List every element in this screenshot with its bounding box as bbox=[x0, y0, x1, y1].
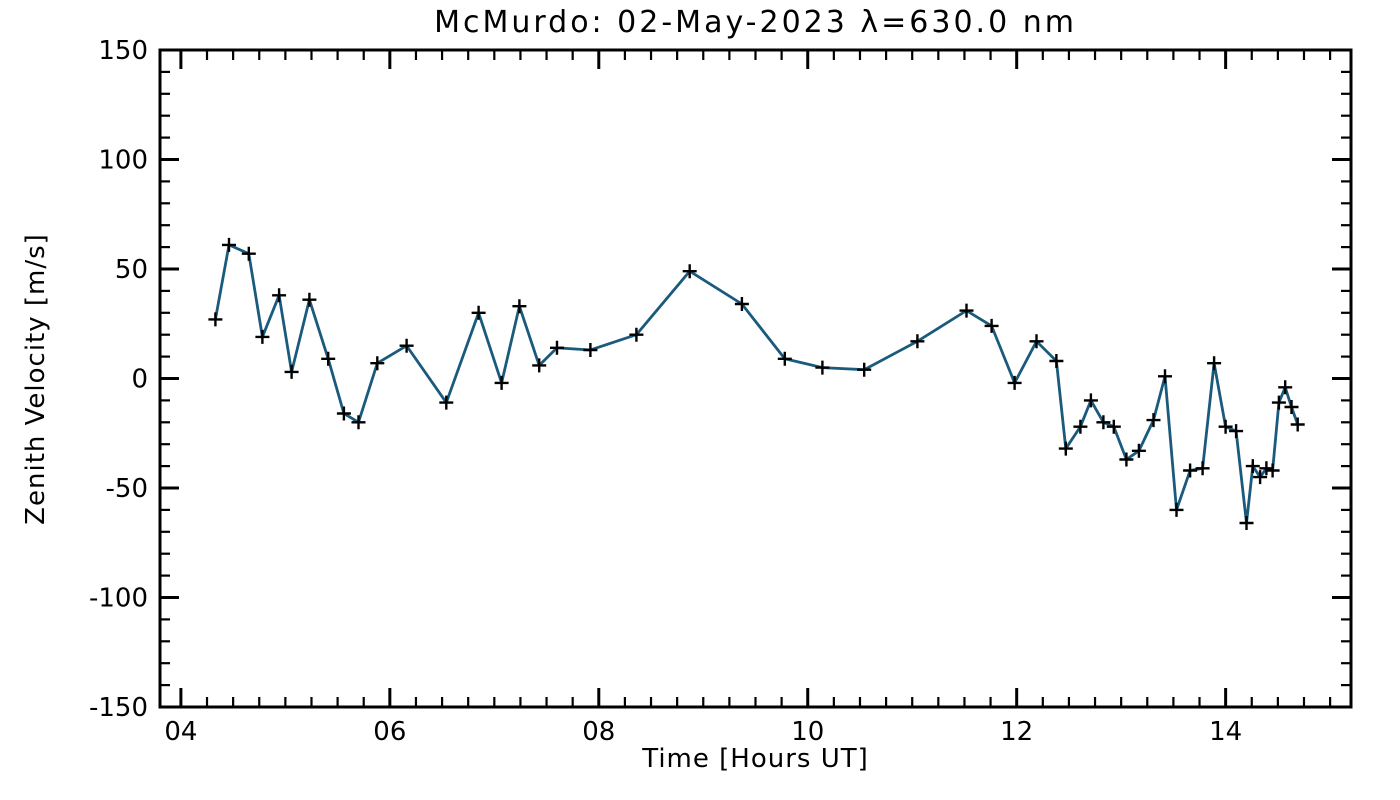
x-tick-label: 08 bbox=[582, 717, 615, 747]
y-tick-label: 150 bbox=[98, 36, 148, 66]
y-tick-label: 0 bbox=[131, 365, 148, 395]
series-line bbox=[214, 242, 1300, 524]
y-tick-label: -100 bbox=[89, 584, 148, 614]
chart-title: McMurdo: 02-May-2023 λ=630.0 nm bbox=[434, 5, 1077, 40]
x-tick-label: 12 bbox=[1000, 717, 1033, 747]
x-axis-label: Time [Hours UT] bbox=[642, 744, 869, 774]
y-tick-label: -50 bbox=[106, 474, 148, 504]
x-tick-label: 06 bbox=[373, 717, 406, 747]
x-tick-label: 04 bbox=[164, 717, 197, 747]
plot-frame bbox=[158, 48, 1353, 709]
x-tick-label: 14 bbox=[1209, 717, 1242, 747]
data-point-markers bbox=[208, 237, 1305, 530]
y-tick-label: 100 bbox=[98, 146, 148, 176]
y-tick-label: 50 bbox=[115, 255, 148, 285]
y-tick-label: -150 bbox=[89, 693, 148, 723]
x-tick-label: 10 bbox=[791, 717, 824, 747]
